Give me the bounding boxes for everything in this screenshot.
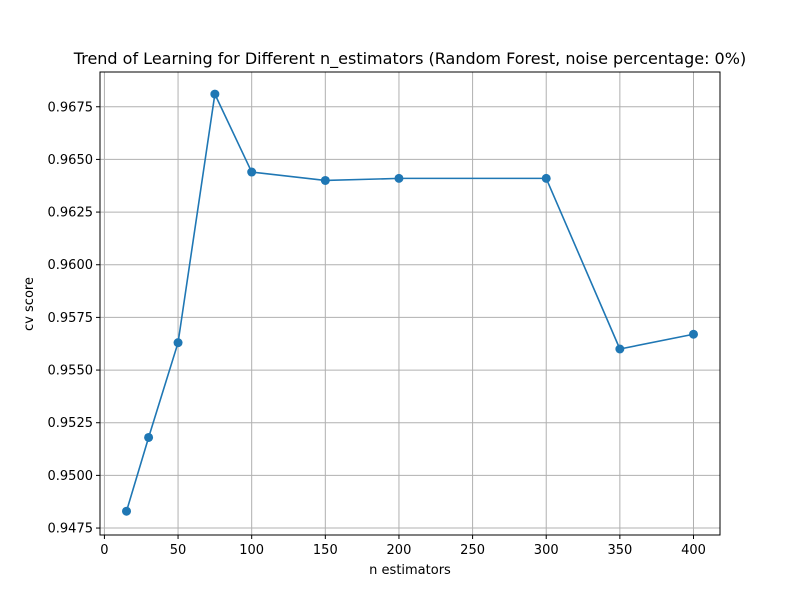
y-tick-label: 0.9550 [48, 364, 94, 379]
grid [100, 72, 720, 535]
series-layer [122, 89, 698, 516]
y-tick-label: 0.9575 [48, 311, 94, 326]
data-point [615, 344, 625, 354]
x-tick-label: 50 [170, 543, 187, 558]
y-tick-label: 0.9675 [48, 100, 94, 115]
x-tick-label: 250 [460, 543, 485, 558]
y-tick-label: 0.9600 [48, 258, 94, 273]
y-tick-label: 0.9525 [48, 416, 94, 431]
y-tick-label: 0.9500 [48, 469, 94, 484]
y-tick-label: 0.9625 [48, 206, 94, 221]
x-tick-label: 400 [681, 543, 706, 558]
plot-frame [99, 71, 721, 536]
data-point [688, 329, 698, 339]
data-point [247, 167, 257, 177]
x-axis-label: n estimators [369, 563, 451, 578]
chart-title: Trend of Learning for Different n_estima… [73, 49, 746, 69]
data-point [122, 506, 132, 516]
data-point [320, 175, 330, 185]
x-tick-label: 100 [239, 543, 264, 558]
ticks: 0 50 100 150 200 250 300 350 400 0.9475 0.9500 0.95… [48, 100, 706, 558]
x-tick-label: 350 [607, 543, 632, 558]
data-point [173, 338, 183, 348]
x-tick-label: 300 [534, 543, 559, 558]
x-tick-label: 150 [313, 543, 338, 558]
x-tick-label: 0 [100, 543, 108, 558]
series-line [125, 93, 694, 512]
data-point [210, 89, 220, 99]
data-point [541, 173, 551, 183]
x-tick-label: 200 [387, 543, 412, 558]
data-point [394, 173, 404, 183]
y-tick-label: 0.9475 [48, 522, 94, 537]
data-point [144, 432, 154, 442]
y-tick-label: 0.9650 [48, 153, 94, 168]
y-axis-label: cv score [22, 277, 37, 331]
